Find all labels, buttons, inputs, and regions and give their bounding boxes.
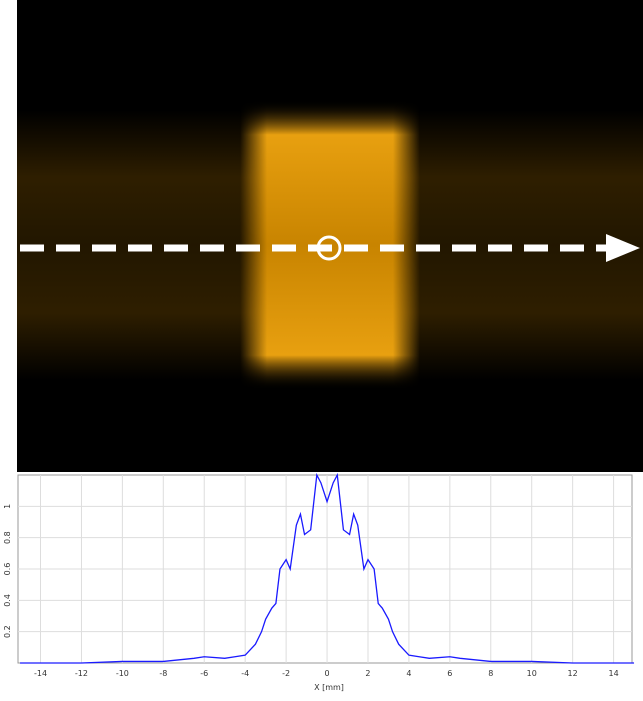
x-tick-label: 10 (527, 669, 537, 678)
beam-image (17, 0, 643, 472)
x-tick-label: 0 (324, 669, 329, 678)
y-tick-label: 0.4 (3, 594, 12, 607)
x-tick-label: 4 (406, 669, 411, 678)
y-tick-label: 0.6 (3, 563, 12, 576)
x-tick-label: 6 (447, 669, 452, 678)
y-tick-label: 0.8 (3, 531, 12, 544)
x-tick-label: 2 (365, 669, 370, 678)
x-axis-label: X [mm] (314, 683, 344, 692)
y-tick-label: 1 (3, 504, 12, 509)
x-tick-label: -4 (241, 669, 249, 678)
x-tick-label: -10 (116, 669, 129, 678)
y-tick-label: 0.2 (3, 625, 12, 638)
x-tick-label: -6 (200, 669, 208, 678)
x-tick-label: -14 (34, 669, 47, 678)
x-tick-label: -2 (282, 669, 290, 678)
x-tick-label: 8 (488, 669, 493, 678)
x-tick-label: -8 (159, 669, 167, 678)
x-tick-label: 14 (608, 669, 618, 678)
x-tick-label: -12 (75, 669, 88, 678)
x-tick-label: 12 (568, 669, 578, 678)
profile-line (20, 472, 635, 664)
